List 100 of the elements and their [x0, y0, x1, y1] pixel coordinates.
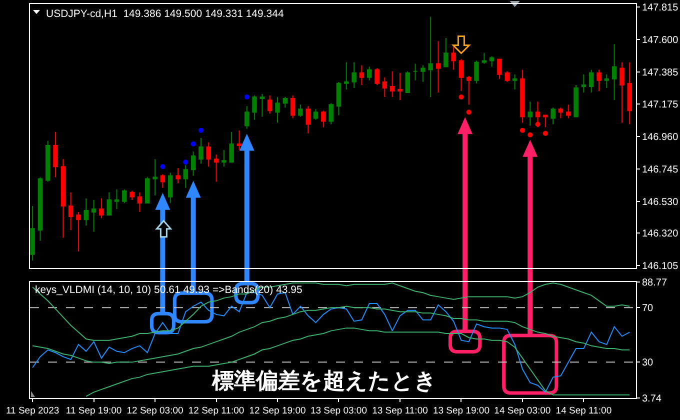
candlestick: [604, 74, 610, 88]
point: [244, 94, 250, 100]
candlestick: [260, 94, 265, 118]
candlestick: [229, 131, 234, 163]
point: [520, 128, 525, 133]
candlestick: [114, 188, 120, 210]
y-tick-label: 146.960: [642, 132, 679, 143]
candlestick: [99, 198, 104, 219]
candlestick: [176, 168, 180, 184]
candlestick: [405, 70, 410, 93]
candlestick: [282, 96, 288, 108]
candlestick: [474, 60, 479, 84]
y-tick-label: 3.74: [642, 394, 662, 404]
x-tick-label: 13 Sep 11:00: [372, 405, 428, 416]
point: [160, 164, 166, 170]
candlestick: [328, 102, 334, 125]
line-series: [32, 282, 630, 341]
candlestick: [222, 149, 226, 168]
line-series: [86, 328, 630, 397]
candlestick: [444, 38, 448, 68]
candlestick: [550, 107, 556, 125]
candlestick: [190, 151, 196, 176]
candlestick: [214, 154, 219, 182]
candlestick: [60, 158, 66, 238]
candlestick: [30, 205, 35, 261]
candlestick: [183, 164, 188, 188]
candlestick: [130, 190, 134, 200]
candlestick: [558, 107, 564, 119]
candlestick: [466, 75, 472, 106]
candlestick: [336, 81, 342, 116]
x-tick-label: 12 Sep 19:00: [249, 405, 306, 416]
candlestick: [574, 84, 578, 118]
candlestick: [374, 68, 380, 86]
candlestick: [366, 66, 372, 81]
candlestick: [106, 192, 112, 216]
candlestick: [145, 176, 150, 204]
y-tick-label: 146.745: [642, 164, 679, 176]
candlestick: [53, 131, 58, 178]
y-tick-label: 70: [642, 303, 654, 314]
candlestick: [489, 56, 494, 68]
annotation: 標準偏差を超えたとき: [211, 369, 437, 394]
candlestick: [122, 188, 127, 204]
point: [466, 110, 472, 115]
point: [535, 122, 540, 127]
candlestick: [512, 74, 518, 90]
candlestick: [458, 58, 464, 92]
candlestick: [198, 137, 204, 164]
candlestick: [398, 72, 402, 101]
candlestick: [588, 69, 594, 93]
y-tick-label: 146.530: [642, 196, 679, 208]
candlestick: [206, 142, 211, 168]
candlestick: [252, 95, 257, 120]
x-tick-label: 13 Sep 03:00: [310, 405, 368, 416]
candlestick: [390, 70, 395, 98]
candlestick: [152, 158, 158, 196]
candlestick: [451, 46, 456, 70]
candlestick: [84, 198, 89, 226]
candlestick: [520, 69, 525, 124]
candlestick: [160, 174, 166, 188]
candlestick: [137, 192, 142, 213]
candlestick: [359, 64, 364, 86]
candlestick: [267, 95, 272, 114]
x-tick-label: 12 Sep 03:00: [126, 405, 184, 416]
candlestick: [596, 69, 602, 92]
candlestick: [581, 74, 586, 93]
candlestick: [420, 64, 426, 82]
candlestick: [528, 101, 532, 126]
candlestick: [244, 106, 250, 130]
candlestick: [68, 192, 74, 231]
candlestick: [313, 108, 318, 120]
candlestick: [306, 106, 310, 134]
candlestick: [504, 70, 510, 82]
point: [183, 160, 188, 165]
candlestick: [290, 95, 296, 119]
candlestick: [236, 130, 242, 150]
point: [190, 141, 196, 146]
candlestick: [275, 96, 280, 124]
candlestick: [436, 40, 441, 93]
candlestick: [620, 62, 624, 124]
x-tick-label: 11 Sep 2023: [6, 405, 60, 416]
candlestick: [428, 16, 433, 98]
y-tick-label: 146.105: [642, 261, 679, 272]
y-tick-label: 147.600: [642, 35, 679, 46]
candlestick: [535, 101, 540, 128]
y-tick-label: 88.77: [642, 278, 668, 288]
candlestick: [566, 104, 571, 119]
x-tick-label: 12 Sep 11:00: [188, 405, 244, 416]
candlestick: [76, 212, 81, 252]
candlestick: [91, 199, 96, 232]
point: [528, 132, 533, 138]
y-tick-label: 147.385: [642, 68, 679, 79]
y-tick-label: 30: [642, 358, 654, 369]
candlestick: [45, 140, 50, 182]
candlestick: [344, 62, 349, 90]
candlestick: [543, 114, 548, 128]
y-tick-label: 147.175: [642, 99, 679, 110]
point: [198, 128, 204, 133]
candlestick: [168, 172, 173, 204]
y-tick-label: 147.815: [642, 2, 679, 14]
candlestick: [612, 44, 617, 101]
